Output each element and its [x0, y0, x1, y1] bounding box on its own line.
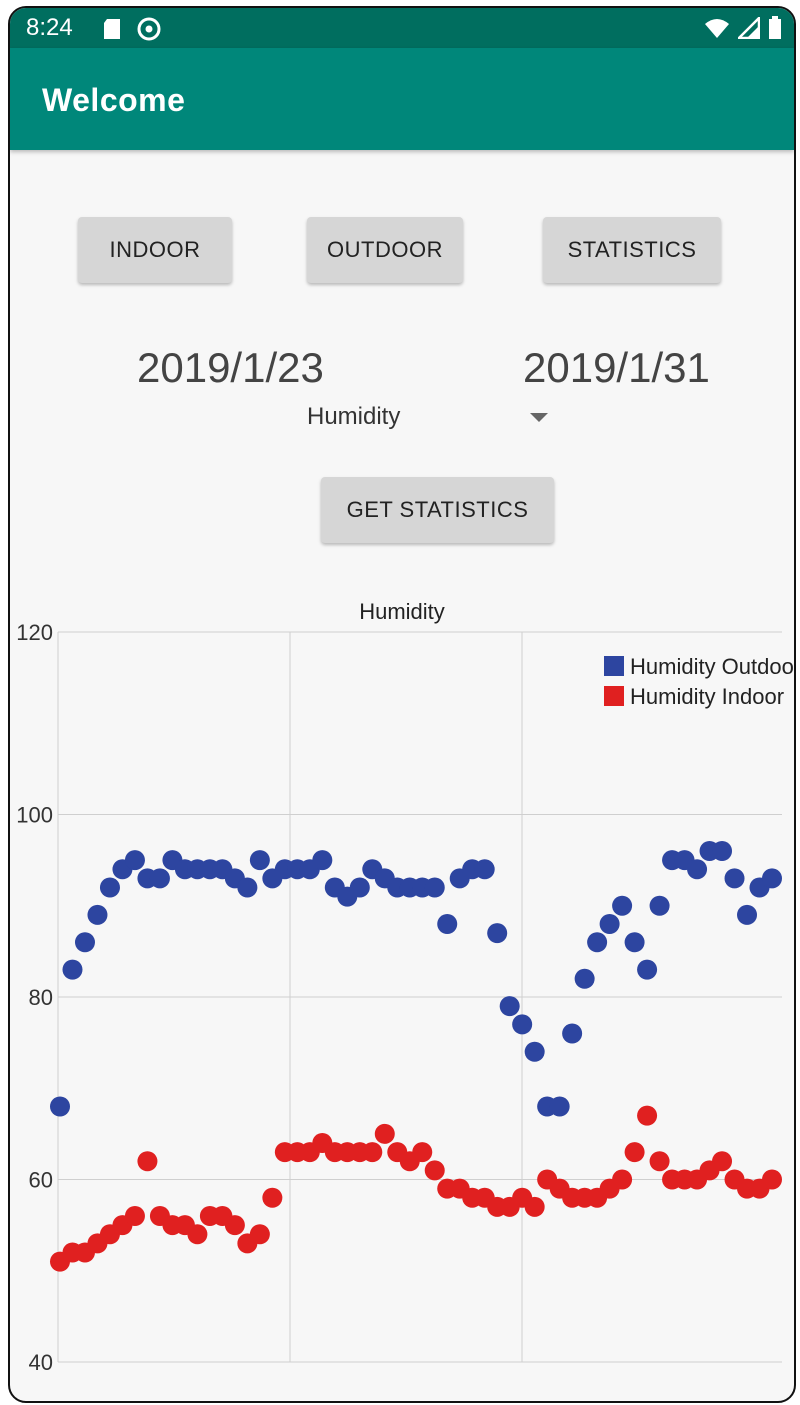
outdoor-point: [50, 1096, 70, 1117]
start-date[interactable]: 2019/1/23: [137, 344, 324, 391]
y-tick-label: 80: [29, 985, 53, 1010]
app-bar: Welcome: [10, 48, 794, 150]
wifi-icon: [704, 17, 730, 44]
legend-label: Humidity Outdoor: [630, 654, 794, 679]
legend-label: Humidity Indoor: [630, 684, 784, 709]
indoor-point: [362, 1142, 383, 1163]
indoor-button[interactable]: INDOOR: [78, 217, 232, 283]
indoor-point: [649, 1151, 670, 1172]
outdoor-point: [724, 868, 745, 889]
y-tick-label: 60: [29, 1168, 53, 1193]
outdoor-point: [762, 868, 782, 889]
outdoor-point: [599, 914, 620, 934]
y-axis-ticks: 40 60 80 100 120: [16, 620, 53, 1375]
app-title: Welcome: [42, 82, 186, 118]
outdoor-point: [99, 877, 120, 898]
indoor-point: [224, 1215, 245, 1236]
indoor-point: [424, 1160, 445, 1181]
outdoor-point: [587, 932, 608, 953]
outdoor-point: [737, 904, 758, 925]
end-date[interactable]: 2019/1/31: [523, 344, 710, 391]
indoor-point: [412, 1142, 433, 1163]
outdoor-point: [499, 996, 520, 1017]
y-tick-label: 100: [16, 803, 53, 828]
indoor-point: [712, 1151, 733, 1172]
y-tick-label: 40: [29, 1350, 53, 1375]
status-time: 8:24: [26, 14, 73, 41]
indoor-point: [524, 1196, 545, 1217]
outdoor-point: [474, 859, 495, 880]
data-saver-icon: [136, 16, 162, 47]
outdoor-point: [624, 932, 645, 953]
chart-grid: [57, 631, 782, 1363]
indoor-point: [762, 1169, 782, 1190]
metric-spinner-label[interactable]: Humidity: [307, 403, 401, 430]
outdoor-point: [712, 841, 733, 861]
legend-swatch: [604, 656, 624, 676]
indoor-point: [262, 1187, 283, 1208]
outdoor-button[interactable]: OUTDOOR: [307, 217, 463, 283]
outdoor-point: [149, 868, 170, 889]
outdoor-point: [237, 877, 258, 898]
status-bar: 8:24: [10, 8, 794, 48]
phone-screen: 8:24 Welcome INDOOR OUTDOOR STATISTICS 2…: [8, 6, 796, 1403]
outdoor-point: [512, 1014, 533, 1035]
outdoor-point: [74, 932, 95, 953]
outdoor-point: [487, 923, 508, 944]
outdoor-point: [124, 850, 145, 871]
outdoor-point: [637, 959, 658, 980]
indoor-point: [124, 1206, 145, 1226]
outdoor-point: [574, 968, 595, 989]
indoor-point: [187, 1224, 208, 1245]
statistics-button[interactable]: STATISTICS: [543, 217, 721, 283]
outdoor-point: [437, 914, 458, 934]
outdoor-point: [249, 850, 270, 871]
outdoor-point: [649, 895, 670, 916]
indoor-point: [249, 1224, 270, 1245]
dropdown-arrow-icon[interactable]: [530, 413, 548, 422]
outdoor-point: [687, 859, 708, 880]
chart-legend: Humidity Outdoor Humidity Indoor: [604, 654, 794, 709]
battery-icon: [768, 16, 782, 45]
indoor-point: [624, 1142, 645, 1163]
outdoor-point: [612, 895, 633, 916]
chart-title: Humidity: [359, 599, 445, 624]
indoor-point: [612, 1169, 633, 1190]
outdoor-point: [549, 1096, 570, 1117]
legend-swatch: [604, 686, 624, 706]
y-tick-label: 120: [16, 620, 53, 645]
outdoor-point: [562, 1023, 583, 1044]
indoor-point: [374, 1123, 395, 1144]
outdoor-point: [349, 877, 370, 898]
outdoor-point: [424, 877, 445, 898]
outdoor-point: [524, 1041, 545, 1062]
cellular-signal-icon: [735, 14, 761, 44]
outdoor-point: [87, 904, 108, 925]
indoor-point: [637, 1105, 658, 1126]
get-statistics-button[interactable]: GET STATISTICS: [321, 477, 554, 543]
indoor-point: [137, 1151, 158, 1172]
outdoor-point: [62, 959, 83, 980]
outdoor-point: [312, 850, 333, 871]
chart-points: [50, 841, 782, 1272]
sd-card-icon: [102, 18, 122, 45]
